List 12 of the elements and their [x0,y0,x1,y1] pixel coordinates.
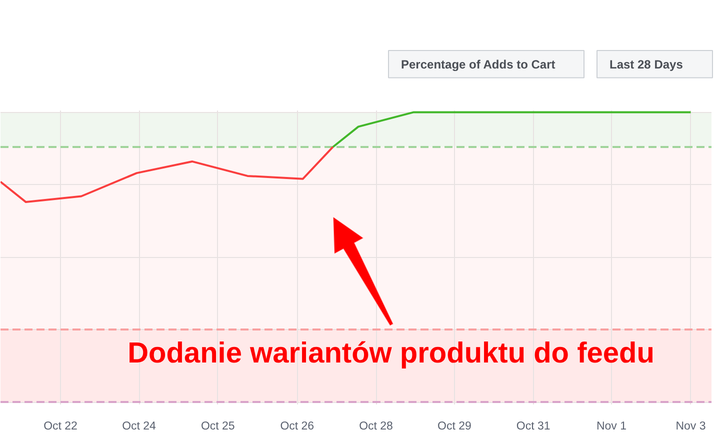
annotation: Dodanie wariantów produktu do feedu [128,338,654,370]
x-tick-label: Oct 22 [44,420,78,432]
x-tick-label: Oct 25 [200,420,235,432]
text: Percentage of Adds to Cart [401,58,556,72]
x-tick-label: Oct 28 [359,420,393,432]
x-tick-label: Nov 1 [596,420,626,432]
x-tick-label: Nov 3 [676,420,706,432]
x-tick-label: Oct 31 [516,420,550,432]
x-tick-label: Oct 29 [438,420,472,432]
text: Last 28 Days [610,58,684,72]
x-tick-label: Oct 26 [280,420,314,432]
x-tick-label: Oct 24 [122,420,157,432]
